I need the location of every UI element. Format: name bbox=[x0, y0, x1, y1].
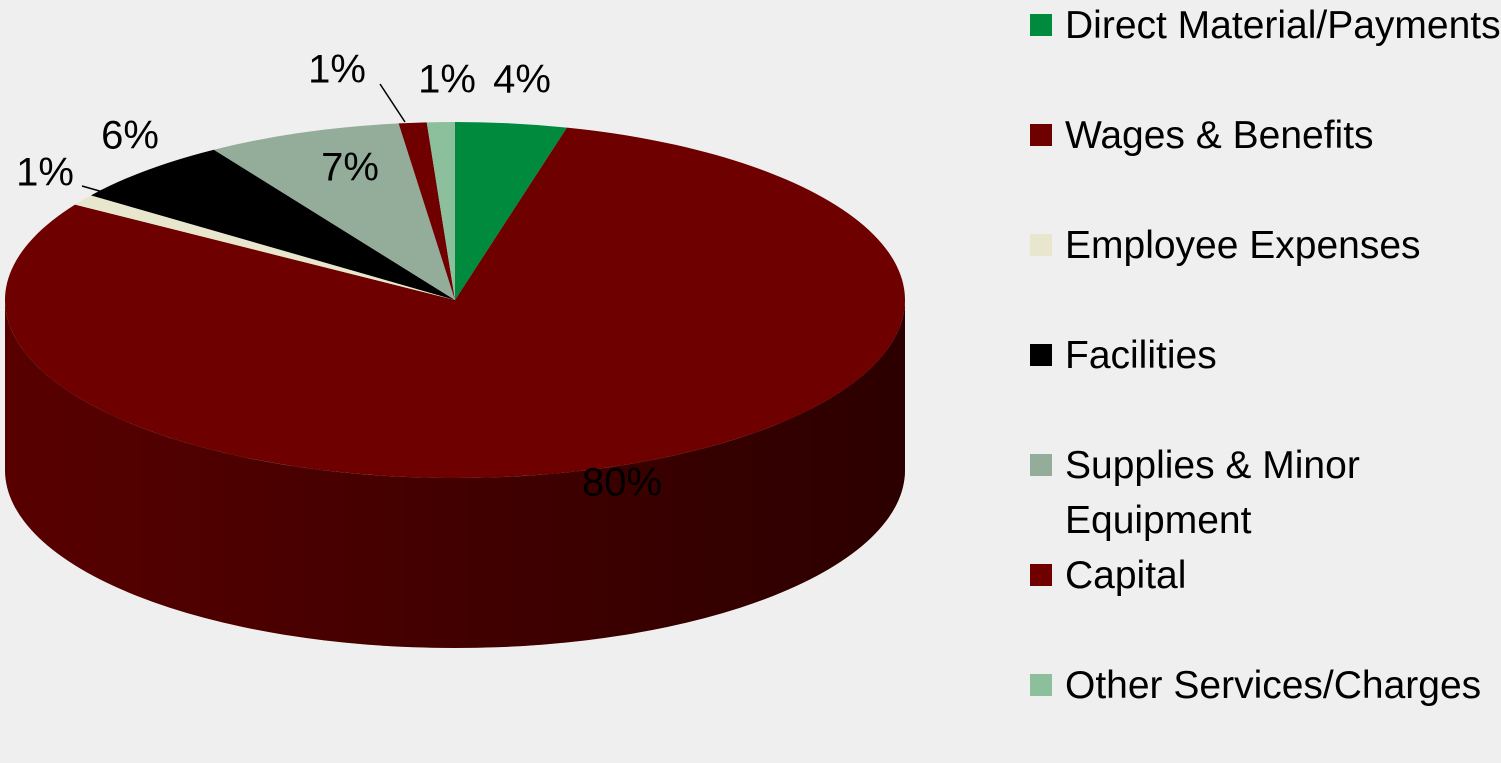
data-label: 80% bbox=[582, 461, 662, 505]
legend-swatch bbox=[1030, 344, 1052, 366]
legend-swatch bbox=[1030, 124, 1052, 146]
legend-label: Capital bbox=[1065, 554, 1187, 597]
pie-slice bbox=[455, 122, 567, 300]
pie-slice bbox=[5, 127, 906, 478]
legend-label: Other Services/Charges bbox=[1065, 664, 1482, 707]
pie-slice bbox=[398, 122, 455, 300]
legend-label: Wages & Benefits bbox=[1065, 114, 1374, 157]
data-label: 1% bbox=[16, 151, 74, 195]
pie-slice bbox=[90, 149, 455, 300]
data-label: 7% bbox=[321, 146, 379, 190]
pie-slice bbox=[426, 122, 455, 300]
pie-tops bbox=[5, 122, 906, 478]
data-label: 1% bbox=[418, 58, 476, 102]
data-label: 4% bbox=[493, 58, 551, 102]
legend-swatch bbox=[1030, 234, 1052, 256]
legend-label: Direct Material/Payments bbox=[1065, 4, 1501, 47]
data-labels: 4% 80% 1% 6% 7% 1% 1% bbox=[16, 48, 662, 505]
chart: 4% 80% 1% 6% 7% 1% 1% bbox=[5, 48, 906, 648]
leader-line bbox=[379, 83, 406, 123]
legend-swatch bbox=[1030, 14, 1052, 36]
pie-slice bbox=[75, 195, 456, 300]
pie-sides bbox=[5, 300, 905, 648]
data-label: 6% bbox=[101, 114, 159, 158]
legend-label: Employee Expenses bbox=[1065, 224, 1421, 267]
legend-swatch bbox=[1030, 564, 1052, 586]
legend-label: Supplies & Minor Equipment bbox=[1065, 444, 1360, 542]
data-label: 1% bbox=[308, 48, 366, 92]
pie-slice bbox=[213, 123, 455, 300]
leader-line bbox=[81, 185, 111, 195]
side-shade bbox=[5, 300, 905, 648]
legend-swatch bbox=[1030, 454, 1052, 476]
legend-swatch bbox=[1030, 674, 1052, 696]
legend-label: Facilities bbox=[1065, 334, 1217, 377]
